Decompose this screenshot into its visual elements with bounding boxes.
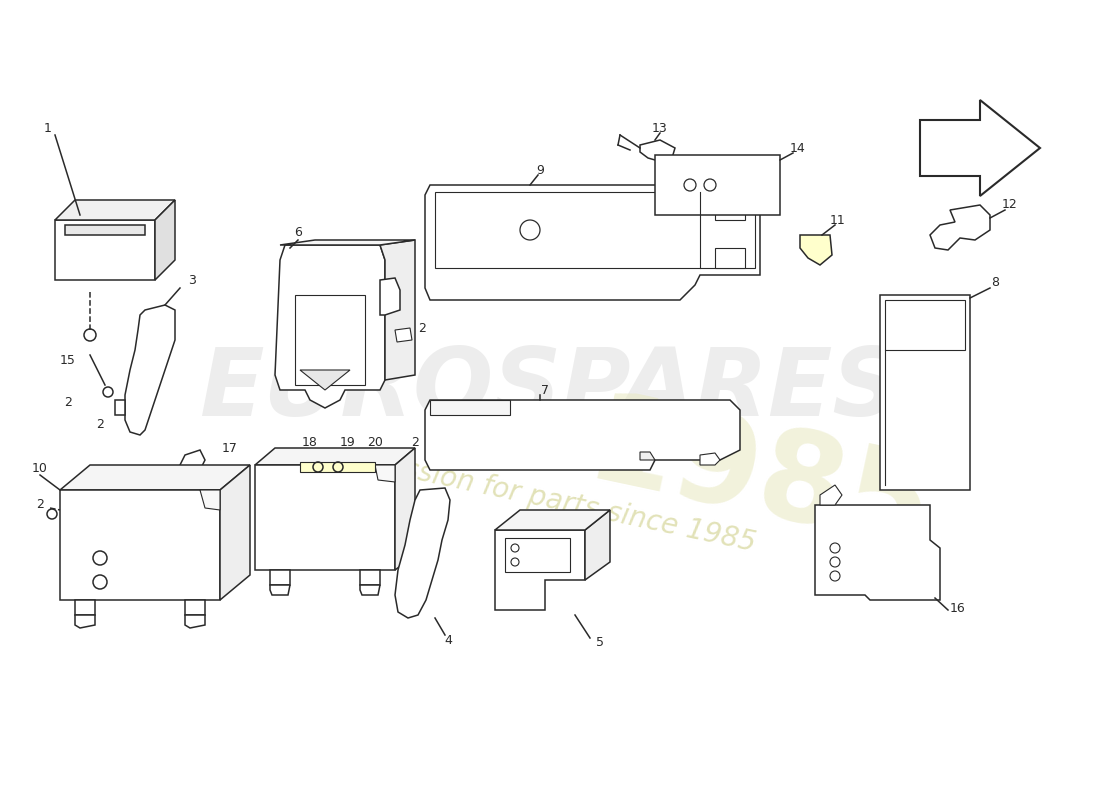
Text: 2: 2 [96,418,103,431]
Polygon shape [270,585,290,595]
Text: 13: 13 [652,122,668,134]
Polygon shape [585,510,611,580]
Text: 10: 10 [32,462,48,474]
Polygon shape [715,248,745,268]
Text: 15: 15 [60,354,76,366]
Polygon shape [434,192,755,268]
Polygon shape [800,235,832,265]
Polygon shape [55,220,155,280]
Text: 19: 19 [340,435,356,449]
Text: 7: 7 [541,383,549,397]
Polygon shape [886,300,965,350]
Polygon shape [280,240,415,245]
Polygon shape [155,200,175,280]
Polygon shape [640,452,654,460]
Polygon shape [255,448,415,465]
Polygon shape [220,465,250,600]
Polygon shape [295,295,365,385]
Text: 12: 12 [1002,198,1018,211]
Polygon shape [815,505,940,600]
Text: 5: 5 [596,635,604,649]
Polygon shape [116,400,125,415]
Polygon shape [715,200,745,220]
Polygon shape [920,100,1040,196]
Polygon shape [505,538,570,572]
Text: 1985: 1985 [578,385,943,575]
Polygon shape [395,328,412,342]
Text: 14: 14 [790,142,806,154]
Polygon shape [55,200,175,220]
Polygon shape [300,462,375,472]
Polygon shape [65,225,145,235]
Polygon shape [495,530,585,610]
Polygon shape [185,600,205,615]
Text: 3: 3 [188,274,196,286]
Polygon shape [395,448,415,570]
Polygon shape [275,245,385,408]
Polygon shape [300,370,350,390]
Polygon shape [495,510,610,530]
Polygon shape [820,485,842,505]
Text: 6: 6 [294,226,301,238]
Polygon shape [379,240,415,380]
Text: 9: 9 [536,163,543,177]
Polygon shape [700,453,720,465]
Polygon shape [395,488,450,618]
Polygon shape [640,140,675,162]
Text: 2: 2 [36,498,44,511]
Text: 1: 1 [44,122,52,134]
Polygon shape [75,600,95,615]
Text: 2: 2 [418,322,426,334]
Text: 8: 8 [991,275,999,289]
Polygon shape [379,278,400,315]
Polygon shape [185,615,205,628]
Polygon shape [270,570,290,585]
Text: a passion for parts since 1985: a passion for parts since 1985 [342,442,758,558]
Text: 2: 2 [64,395,72,409]
Text: 2: 2 [411,435,419,449]
Polygon shape [425,185,760,300]
Text: 4: 4 [444,634,452,646]
Polygon shape [880,295,970,490]
Text: 17: 17 [222,442,238,454]
Polygon shape [654,155,780,215]
Polygon shape [430,400,510,415]
Text: 18: 18 [302,435,318,449]
Text: 11: 11 [830,214,846,226]
Polygon shape [360,570,379,585]
Polygon shape [60,465,250,490]
Polygon shape [60,490,220,600]
Polygon shape [75,615,95,628]
Text: 20: 20 [367,435,383,449]
Polygon shape [375,465,395,482]
Polygon shape [255,465,395,570]
Polygon shape [200,490,220,510]
Polygon shape [360,585,379,595]
Text: 16: 16 [950,602,966,614]
Polygon shape [180,450,205,472]
Polygon shape [425,400,740,470]
Text: EUROSPARES: EUROSPARES [199,344,901,436]
Polygon shape [930,205,990,250]
Polygon shape [125,305,175,435]
